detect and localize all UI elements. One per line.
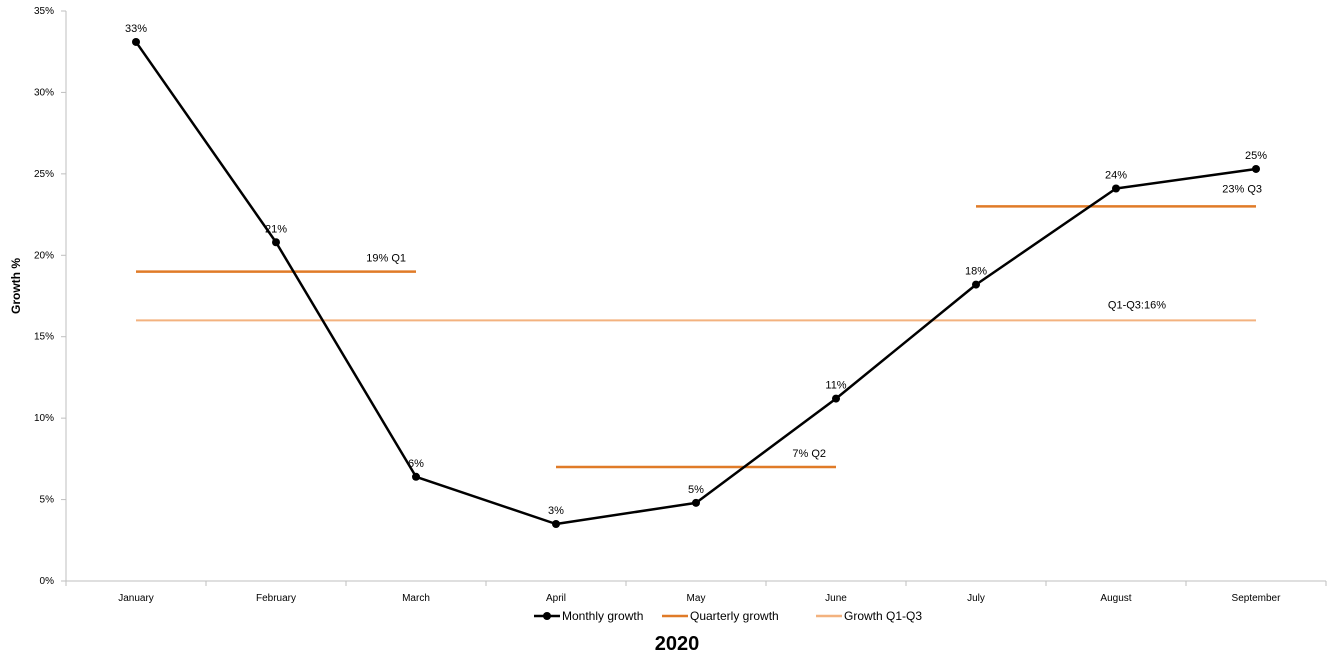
legend-marker xyxy=(543,612,551,620)
x-tick-label: July xyxy=(967,593,985,604)
overall-growth-label: Q1-Q3:16% xyxy=(1108,299,1166,311)
quarterly-growth-label: 7% Q2 xyxy=(792,448,826,460)
x-tick-label: March xyxy=(402,593,430,604)
monthly-growth-point xyxy=(1252,164,1260,173)
y-tick-label: 5% xyxy=(40,495,55,506)
legend-label: Monthly growth xyxy=(562,609,643,623)
legend-label: Quarterly growth xyxy=(690,609,779,623)
y-tick-label: 15% xyxy=(34,332,54,343)
monthly-growth-data-label: 25% xyxy=(1245,150,1267,162)
axes: 0% 5% 10% 15% 20% 25% 30% 35% January February Mar… xyxy=(34,6,1327,604)
monthly-growth-layer xyxy=(132,37,1260,528)
x-tick-label: January xyxy=(118,593,154,604)
data-labels-layer: 33% 21% 6% 3% 5% 11% 18% 24% 25% xyxy=(125,23,1267,517)
legend-item: Monthly growth xyxy=(534,609,643,623)
y-tick-label: 30% xyxy=(34,87,54,98)
legend: Monthly growth Quarterly growth Growth Q1-… xyxy=(534,609,922,623)
monthly-growth-data-label: 3% xyxy=(548,505,564,517)
x-tick-label: August xyxy=(1100,593,1131,604)
monthly-growth-data-label: 33% xyxy=(125,23,147,35)
y-tick-label: 35% xyxy=(34,6,54,17)
legend-label: Growth Q1-Q3 xyxy=(844,609,922,623)
x-tick-label: February xyxy=(256,593,296,604)
x-tick-label: April xyxy=(546,593,566,604)
x-axis-title: 2020 xyxy=(655,633,700,654)
monthly-growth-data-label: 21% xyxy=(265,223,287,235)
y-tick-label: 25% xyxy=(34,169,54,180)
overall-growth-layer: Q1-Q3:16% xyxy=(136,299,1256,322)
x-tick-label: June xyxy=(825,593,847,604)
y-tick-label: 0% xyxy=(40,576,55,587)
quarterly-growth-label: 23% Q3 xyxy=(1222,183,1262,195)
legend-item: Growth Q1-Q3 xyxy=(816,609,922,623)
monthly-growth-data-label: 11% xyxy=(825,380,846,392)
monthly-growth-point xyxy=(272,238,280,247)
y-tick-label: 20% xyxy=(34,250,54,261)
x-tick-label: September xyxy=(1232,593,1282,604)
monthly-growth-point xyxy=(832,394,840,403)
monthly-growth-line xyxy=(134,41,1257,526)
monthly-growth-data-label: 18% xyxy=(965,266,987,278)
monthly-growth-data-label: 24% xyxy=(1105,170,1127,182)
quarterly-growth-label: 19% Q1 xyxy=(366,253,406,265)
x-tick-label: May xyxy=(687,593,706,604)
monthly-growth-point xyxy=(1112,184,1120,193)
y-axis-title: Growth % xyxy=(9,258,23,314)
monthly-growth-point xyxy=(132,37,140,46)
monthly-growth-point xyxy=(692,498,700,507)
legend-item: Quarterly growth xyxy=(662,609,779,623)
monthly-growth-point xyxy=(972,280,980,289)
y-tick-label: 10% xyxy=(34,413,54,424)
quarterly-growth-layer: 19% Q1 7% Q2 23% Q3 xyxy=(136,183,1262,469)
monthly-growth-point xyxy=(412,472,420,481)
monthly-growth-data-label: 6% xyxy=(408,458,424,470)
monthly-growth-data-label: 5% xyxy=(688,484,704,496)
monthly-growth-point xyxy=(552,520,560,528)
